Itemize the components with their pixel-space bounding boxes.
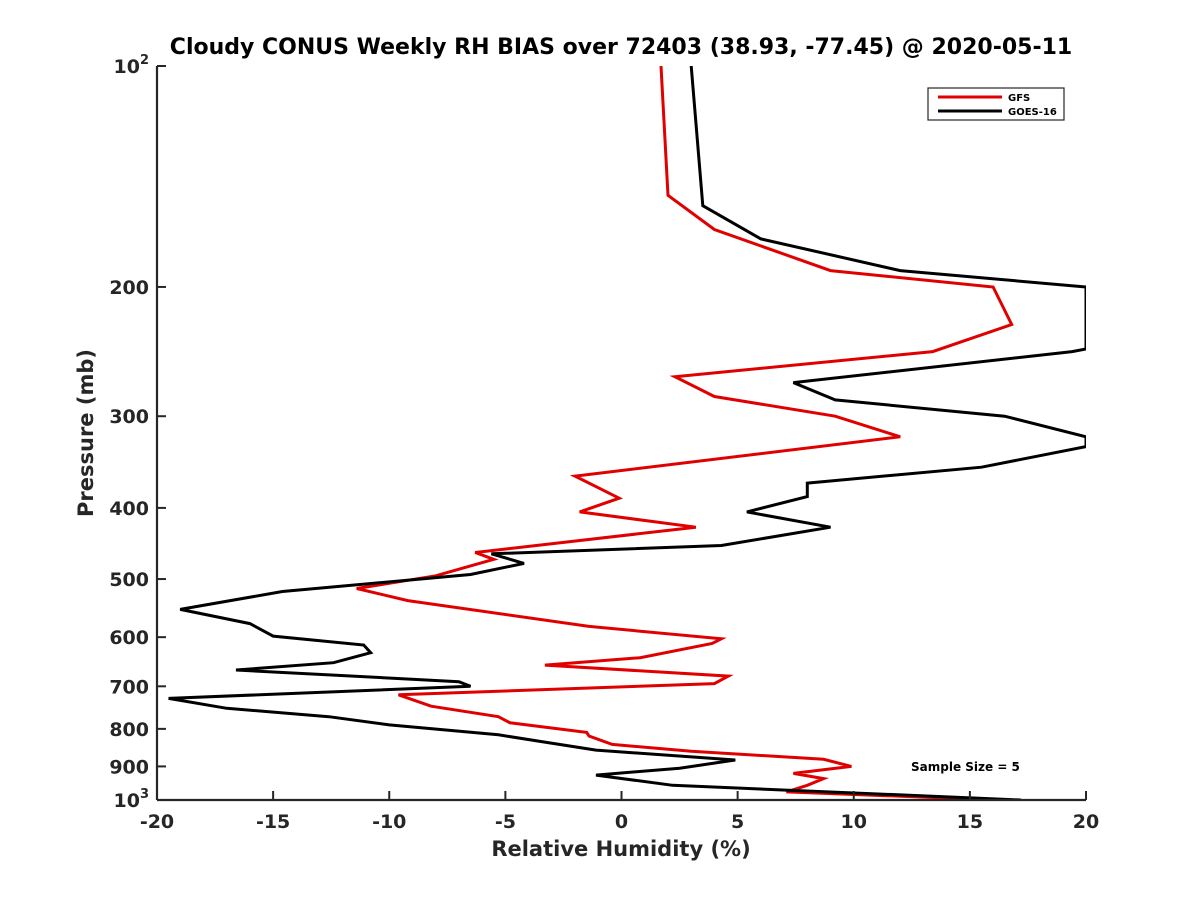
y-tick-label: 600 [109, 627, 149, 649]
legend-label-goes16: GOES-16 [1008, 107, 1057, 118]
series-layer [168, 66, 1086, 800]
series-line-goes16 [168, 66, 1086, 800]
x-tick-label: 10 [841, 811, 867, 833]
y-tick-label: 800 [109, 719, 149, 741]
y-tick-label: 900 [109, 756, 149, 778]
y-tick-label: 103 [114, 787, 150, 812]
y-tick-label: 500 [109, 569, 149, 591]
y-tick-label: 300 [109, 406, 149, 428]
axes: -20 -15 -10 -5 0 5 10 15 20 102 200 300 400 500 600 700… [109, 53, 1099, 833]
x-tick-label: -20 [140, 811, 174, 833]
x-tick-label: -5 [495, 811, 516, 833]
sample-size-annotation: Sample Size = 5 [911, 760, 1020, 774]
x-tick-label: 0 [615, 811, 628, 833]
y-tick-label: 700 [109, 676, 149, 698]
x-tick-label: 20 [1073, 811, 1099, 833]
x-tick-label: -10 [372, 811, 406, 833]
y-tick-label: 200 [109, 277, 149, 299]
y-tick-label: 102 [114, 53, 150, 78]
x-tick-label: 15 [957, 811, 983, 833]
y-axis-title: Pressure (mb) [74, 349, 98, 517]
x-tick-label: 5 [731, 811, 744, 833]
legend-label-gfs: GFS [1008, 93, 1030, 104]
y-tick-label: 400 [109, 498, 149, 520]
series-line-gfs [356, 66, 1014, 800]
legend-box [927, 87, 1065, 121]
x-axis-title: Relative Humidity (%) [491, 837, 750, 861]
chart-title: Cloudy CONUS Weekly RH BIAS over 72403 (… [170, 35, 1072, 60]
x-tick-label: -15 [256, 811, 290, 833]
legend: GFS GOES-16 [927, 87, 1065, 121]
